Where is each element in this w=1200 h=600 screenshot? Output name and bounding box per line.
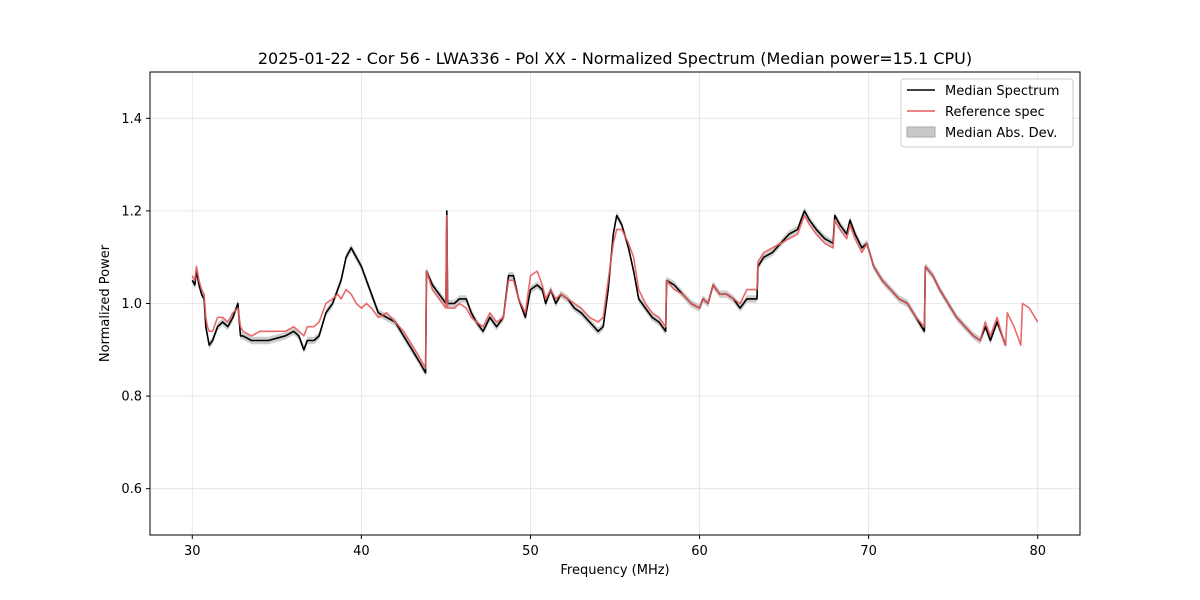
legend: Median Spectrum Reference spec Median Ab… <box>900 78 1074 148</box>
y-tick-label: 1.4 <box>121 112 142 127</box>
legend-swatch-mad <box>906 126 936 138</box>
y-tick-label: 1.0 <box>121 297 142 312</box>
x-axis-label: Frequency (MHz) <box>560 563 669 578</box>
y-axis-label: Normalized Power <box>98 244 113 362</box>
x-tick-label: 30 <box>184 544 201 559</box>
median-spectrum-line <box>191 210 1007 374</box>
series-layer <box>191 210 1039 374</box>
x-axis: 30 40 50 60 70 80 <box>184 535 1046 559</box>
x-tick-label: 40 <box>353 544 370 559</box>
reference-spec-line <box>191 214 1039 370</box>
y-axis: 0.6 0.8 1.0 1.2 1.4 <box>121 112 150 497</box>
legend-label-reference: Reference spec <box>945 105 1045 120</box>
legend-label-mad: Median Abs. Dev. <box>945 126 1057 141</box>
y-tick-label: 1.2 <box>121 204 142 219</box>
x-tick-label: 50 <box>522 544 539 559</box>
y-tick-label: 0.6 <box>121 482 142 497</box>
x-tick-label: 60 <box>691 544 708 559</box>
chart-title: 2025-01-22 - Cor 56 - LWA336 - Pol XX - … <box>258 49 972 68</box>
legend-label-median: Median Spectrum <box>945 84 1059 99</box>
y-tick-label: 0.8 <box>121 390 142 405</box>
x-tick-label: 70 <box>860 544 877 559</box>
x-tick-label: 80 <box>1029 544 1046 559</box>
legend-box <box>900 78 1074 148</box>
